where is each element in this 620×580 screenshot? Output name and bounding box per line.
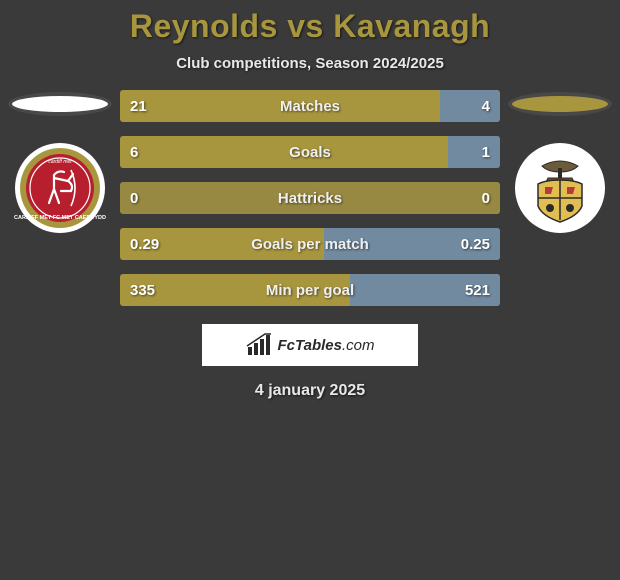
stat-bar: 21 Matches 4 bbox=[120, 90, 500, 122]
stat-bar: 6 Goals 1 bbox=[120, 136, 500, 168]
stat-right-value: 1 bbox=[482, 144, 490, 161]
svg-text:cardiff met: cardiff met bbox=[48, 159, 72, 165]
stat-left-value: 335 bbox=[130, 282, 155, 299]
brand-text: FcTables.com bbox=[278, 337, 375, 354]
stat-left-value: 6 bbox=[130, 144, 138, 161]
bars-chart-icon bbox=[246, 333, 276, 357]
stat-left-value: 0 bbox=[130, 190, 138, 207]
brand-suffix: .com bbox=[342, 337, 375, 354]
stat-bar: 0.29 Goals per match 0.25 bbox=[120, 228, 500, 260]
right-team-crest bbox=[514, 142, 606, 234]
subtitle: Club competitions, Season 2024/2025 bbox=[0, 55, 620, 72]
ship-crest-icon bbox=[514, 142, 606, 234]
stat-label: Matches bbox=[280, 98, 340, 115]
content: cardiff met CARDIFF MET FC MET CAERDYDD … bbox=[0, 90, 620, 400]
page-title: Reynolds vs Kavanagh bbox=[0, 8, 620, 45]
stat-bar: 0 Hattricks 0 bbox=[120, 182, 500, 214]
stat-right-value: 0 bbox=[482, 190, 490, 207]
left-player-col: cardiff met CARDIFF MET FC MET CAERDYDD bbox=[0, 92, 120, 234]
header: Reynolds vs Kavanagh Club competitions, … bbox=[0, 0, 620, 72]
title-vs: vs bbox=[287, 8, 324, 44]
stat-bar: 335 Min per goal 521 bbox=[120, 274, 500, 306]
stat-label: Goals bbox=[289, 144, 331, 161]
title-left: Reynolds bbox=[130, 8, 278, 44]
stat-bars: 21 Matches 4 6 Goals 1 0 Hattricks 0 0.29 Goals pe… bbox=[120, 90, 500, 306]
stat-right-value: 521 bbox=[465, 282, 490, 299]
stat-label: Goals per match bbox=[251, 236, 369, 253]
archer-crest-icon: cardiff met CARDIFF MET FC MET CAERDYDD bbox=[14, 142, 106, 234]
stat-label: Min per goal bbox=[266, 282, 354, 299]
stat-left-value: 21 bbox=[130, 98, 147, 115]
stat-label: Hattricks bbox=[278, 190, 342, 207]
stat-right-value: 4 bbox=[482, 98, 490, 115]
right-player-ellipse bbox=[508, 92, 612, 116]
left-team-crest: cardiff met CARDIFF MET FC MET CAERDYDD bbox=[14, 142, 106, 234]
stat-bar-right-fill bbox=[448, 136, 500, 168]
title-right: Kavanagh bbox=[333, 8, 490, 44]
date-text: 4 january 2025 bbox=[0, 382, 620, 400]
svg-text:CARDIFF MET FC MET CAERDYDD: CARDIFF MET FC MET CAERDYDD bbox=[14, 215, 106, 221]
left-player-ellipse bbox=[8, 92, 112, 116]
brand-box: FcTables.com bbox=[202, 324, 418, 366]
right-player-col bbox=[500, 92, 620, 234]
stat-right-value: 0.25 bbox=[461, 236, 490, 253]
brand-main: Tables bbox=[295, 337, 342, 354]
brand-prefix: Fc bbox=[278, 337, 296, 354]
stat-left-value: 0.29 bbox=[130, 236, 159, 253]
stat-bar-right-fill bbox=[440, 90, 500, 122]
